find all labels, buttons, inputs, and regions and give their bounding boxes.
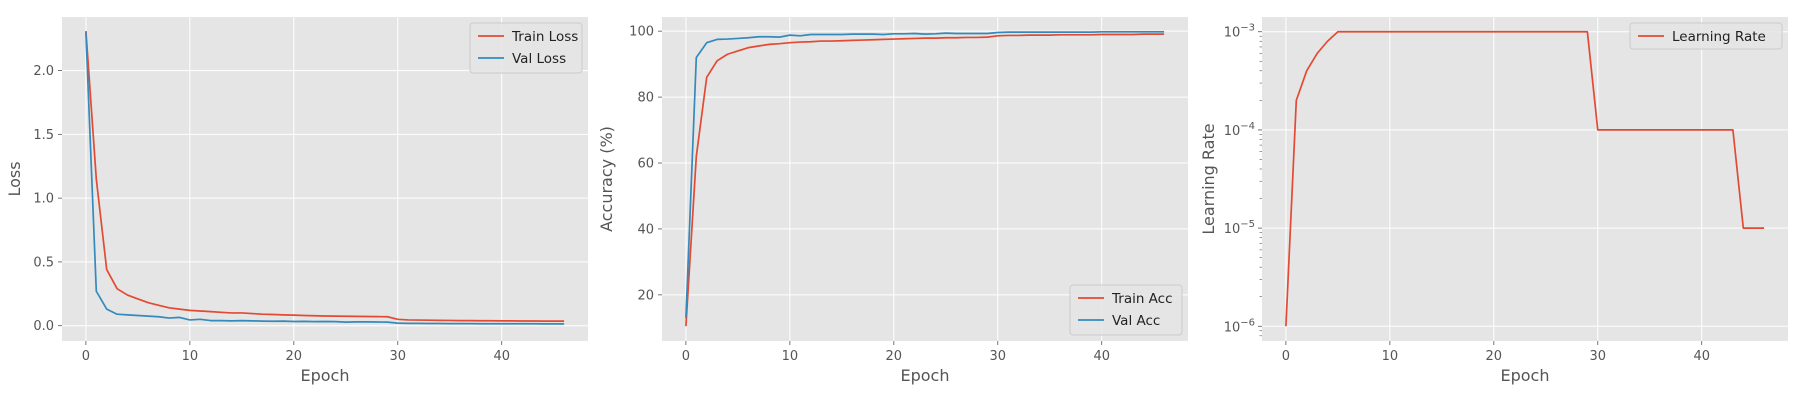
x-tick-label: 40 [493,349,510,364]
y-tick-label: 20 [637,288,654,303]
y-axis-title: Loss [5,161,24,196]
x-tick-label: 0 [82,349,90,364]
x-tick-label: 20 [886,349,903,364]
x-tick-label: 30 [989,349,1006,364]
plot-area [1262,17,1788,341]
legend-entry: Learning Rate [1672,29,1766,45]
x-tick-label: 0 [682,349,690,364]
legend-entry: Val Loss [512,51,566,67]
y-axis-title: Accuracy (%) [597,126,616,232]
y-tick-label: 1.5 [33,128,54,143]
x-tick-label: 30 [1589,349,1606,364]
legend-entry: Train Loss [511,29,578,45]
x-axis-title: Epoch [1501,366,1550,385]
legend: Train Loss Val Loss [469,22,583,74]
y-tick-label: 10−6 [1224,317,1255,335]
y-tick-label: 1.0 [33,192,54,207]
series-line-learning-rate [1285,30,1765,327]
y-tick-label: 10−5 [1224,219,1255,237]
series-line-val-loss [85,32,565,325]
legend-box [1629,22,1783,50]
subplot-2: 0 10 20 30 40 20 40 60 80 100 Epoch Accuracy (%) Tra… [597,17,1188,385]
x-tick-label: 10 [182,349,199,364]
x-tick-label: 0 [1282,349,1290,364]
y-tick-label: 80 [637,91,654,106]
y-tick-label: 60 [637,157,654,172]
x-tick-label: 40 [1693,349,1710,364]
y-tick-label: 0.5 [33,255,54,270]
subplot-3: 0 10 20 30 40 10−6 10−5 10−4 10−3 Epoch Learning R… [1199,17,1788,385]
y-axis-title: Learning Rate [1199,123,1218,234]
legend-entry: Train Acc [1111,291,1173,307]
x-tick-label: 20 [1486,349,1503,364]
x-axis-title: Epoch [901,366,950,385]
legend: Train Acc Val Acc [1069,284,1183,336]
x-axis-title: Epoch [301,366,350,385]
series-line-train-loss [85,30,565,322]
subplot-1: 0 10 20 30 40 0.0 0.5 1.0 1.5 2.0 Epoch Loss Train L… [5,17,588,385]
x-tick-label: 10 [1382,349,1399,364]
y-tick-label: 10−3 [1224,23,1255,41]
series-line-val-acc [685,30,1165,318]
series-line-train-acc [685,33,1165,327]
x-tick-label: 40 [1093,349,1110,364]
y-tick-label: 100 [629,25,654,40]
x-tick-label: 20 [286,349,303,364]
legend: Learning Rate [1629,22,1783,50]
y-tick-label: 2.0 [33,64,54,79]
x-tick-label: 30 [389,349,406,364]
y-tick-label: 10−4 [1224,121,1255,139]
legend-entry: Val Acc [1112,313,1160,329]
y-tick-label: 0.0 [33,319,54,334]
x-tick-label: 10 [782,349,799,364]
y-tick-label: 40 [637,222,654,237]
